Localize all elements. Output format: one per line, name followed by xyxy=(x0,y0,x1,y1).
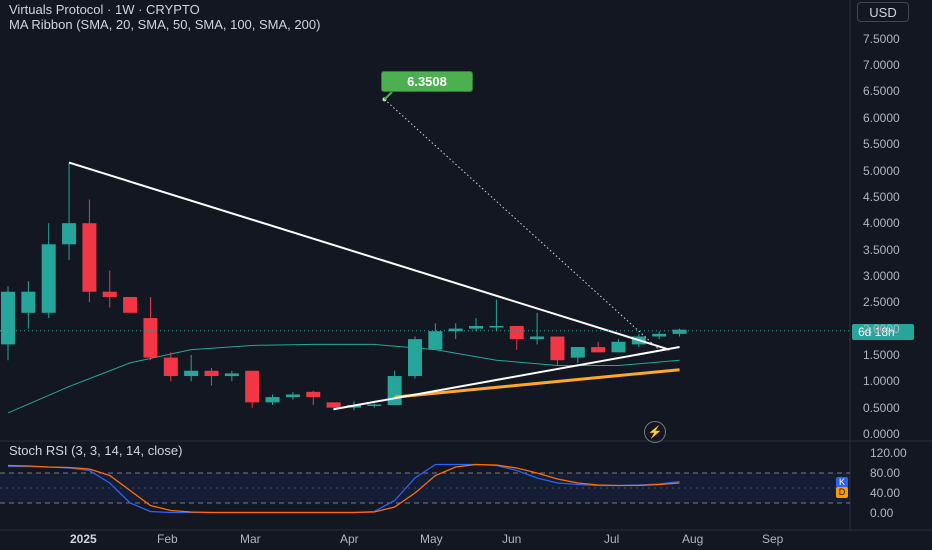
rsi-tick: 120.00 xyxy=(870,446,907,460)
time-tick: Mar xyxy=(240,532,261,546)
time-tick: Feb xyxy=(157,532,178,546)
candle-body xyxy=(672,329,687,334)
time-tick: Jun xyxy=(502,532,522,546)
price-callout: 6.3508 xyxy=(381,71,473,92)
rsi-title[interactable]: Stoch RSI (3, 3, 14, 14, close) xyxy=(9,443,183,458)
candle-body xyxy=(62,223,77,245)
trendline-up xyxy=(333,346,680,411)
chart-title: Virtuals Protocol · 1W · CRYPTO xyxy=(9,2,200,17)
candle-body xyxy=(387,376,402,406)
price-badge: 6d 18h xyxy=(852,324,914,340)
price-tick: 4.0000 xyxy=(863,216,900,231)
price-tick: 0.5000 xyxy=(863,400,900,415)
candle-body xyxy=(530,336,545,340)
candle-body xyxy=(41,244,56,313)
candle-body xyxy=(448,328,463,332)
candle-body xyxy=(306,391,321,398)
rsi-tick: 0.00 xyxy=(870,506,894,520)
price-tick: 2.0000 xyxy=(863,321,900,336)
candle-body xyxy=(570,347,585,358)
price-tick: 7.5000 xyxy=(863,31,900,46)
candle-body xyxy=(265,397,280,403)
price-tick: 1.0000 xyxy=(863,374,900,389)
price-tick: 0.0000 xyxy=(863,427,900,441)
candle-body xyxy=(123,296,138,313)
price-tick: 3.5000 xyxy=(863,242,900,257)
candle-body xyxy=(204,370,219,377)
candle-body xyxy=(224,373,239,377)
rsi-tick: 40.00 xyxy=(870,486,901,500)
currency-button[interactable]: USD xyxy=(857,2,909,22)
time-tick: May xyxy=(420,532,443,546)
callout-pointer xyxy=(383,91,393,101)
rsi-d-line xyxy=(7,463,680,514)
time-tick: Sep xyxy=(762,532,784,546)
candle-body xyxy=(82,223,97,292)
candle-body xyxy=(652,333,667,337)
projection-line xyxy=(384,98,660,351)
price-tick: 5.5000 xyxy=(863,137,900,152)
price-tick: 2.5000 xyxy=(863,295,900,310)
candle-body xyxy=(143,318,158,358)
candle-body xyxy=(611,341,626,353)
candle-body xyxy=(509,325,524,340)
rsi-tick: 80.00 xyxy=(870,466,901,480)
price-tick: 4.5000 xyxy=(863,189,900,204)
ma-long-line xyxy=(7,343,680,414)
candle-body xyxy=(245,370,260,403)
countdown-label: 6d 18h xyxy=(858,325,895,339)
candle-body xyxy=(591,347,606,353)
price-tick: 7.0000 xyxy=(863,58,900,73)
price-tick: 6.5000 xyxy=(863,84,900,99)
price-tick: 3.0000 xyxy=(863,268,900,283)
candle-body xyxy=(184,370,199,377)
candle-body xyxy=(489,325,504,328)
candle-body xyxy=(326,402,341,408)
ma-short-line xyxy=(394,368,680,399)
candle-body xyxy=(428,331,443,350)
price-tick: 6.0000 xyxy=(863,110,900,125)
trendline-down xyxy=(68,161,670,351)
candle-body xyxy=(163,357,178,377)
price-tick: 5.0000 xyxy=(863,163,900,178)
price-tick: 1.5000 xyxy=(863,347,900,362)
candle-body xyxy=(102,291,117,297)
lightning-icon[interactable]: ⚡ xyxy=(644,421,666,443)
time-tick: Apr xyxy=(340,532,359,546)
indicator-legend[interactable]: MA Ribbon (SMA, 20, SMA, 50, SMA, 100, S… xyxy=(9,17,321,32)
candle-body xyxy=(367,404,382,406)
time-tick: Aug xyxy=(682,532,704,546)
candle-body xyxy=(1,291,15,345)
rsi-k-tag: K xyxy=(836,477,848,488)
time-tick: Jul xyxy=(604,532,620,546)
rsi-d-tag: D xyxy=(836,487,848,498)
candle-body xyxy=(550,336,565,361)
candle-body xyxy=(469,325,484,329)
candle-body xyxy=(285,394,300,398)
candle-body xyxy=(408,339,422,377)
time-tick: 2025 xyxy=(70,532,97,546)
candle-body xyxy=(21,291,36,313)
